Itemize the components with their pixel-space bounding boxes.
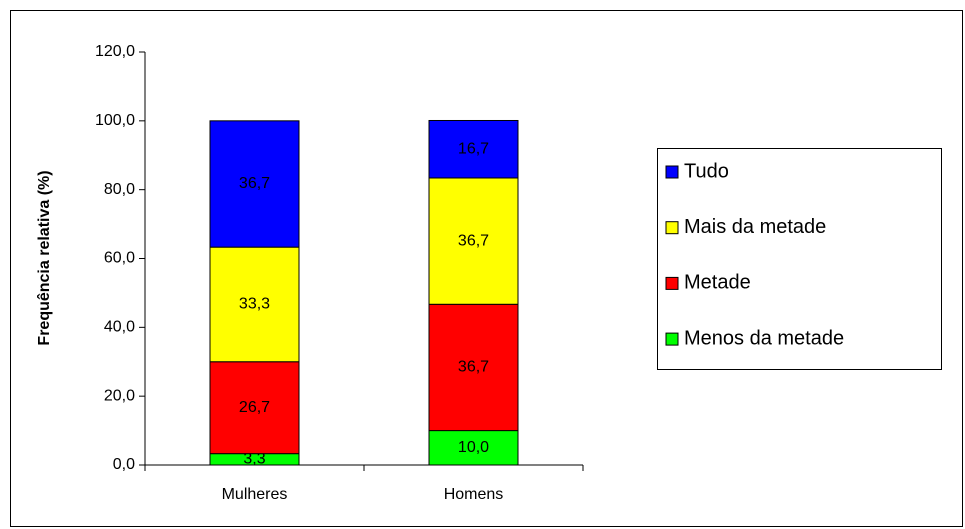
bar-segment: [209, 246, 300, 363]
y-tick-label: 60,0: [104, 250, 135, 267]
value-label: 33,3: [239, 296, 270, 313]
value-label: 10,0: [458, 439, 489, 456]
legend-label: Mais da metade: [684, 216, 826, 238]
bar-segment: [428, 119, 519, 179]
value-label: 3,3: [243, 451, 265, 468]
bar-segment: [209, 120, 300, 248]
y-tick-label: 40,0: [104, 319, 135, 336]
value-label: 36,7: [458, 232, 489, 249]
legend-swatch: [665, 221, 679, 235]
legend-box: [657, 148, 942, 370]
legend-swatch: [665, 332, 679, 346]
value-label: 36,7: [239, 175, 270, 192]
bar-segment: [428, 177, 519, 305]
x-tick-label: Homens: [444, 486, 504, 503]
value-label: 36,7: [458, 359, 489, 376]
bar-segment: [209, 361, 300, 455]
legend-label: Tudo: [684, 160, 729, 182]
legend-label: Menos da metade: [684, 327, 844, 349]
y-tick-label: 80,0: [104, 181, 135, 198]
y-tick-label: 20,0: [104, 387, 135, 404]
legend-swatch: [665, 165, 679, 179]
legend-swatch: [665, 276, 679, 290]
legend-label: Metade: [684, 272, 751, 294]
y-axis-label: Frequência relativa (%): [36, 170, 53, 345]
value-label: 16,7: [458, 140, 489, 157]
value-label: 26,7: [239, 399, 270, 416]
y-tick-label: 120,0: [95, 43, 135, 60]
bar-segment: [428, 303, 519, 432]
y-tick-label: 0,0: [113, 456, 135, 473]
x-tick-label: Mulheres: [222, 486, 288, 503]
y-tick-label: 100,0: [95, 112, 135, 129]
